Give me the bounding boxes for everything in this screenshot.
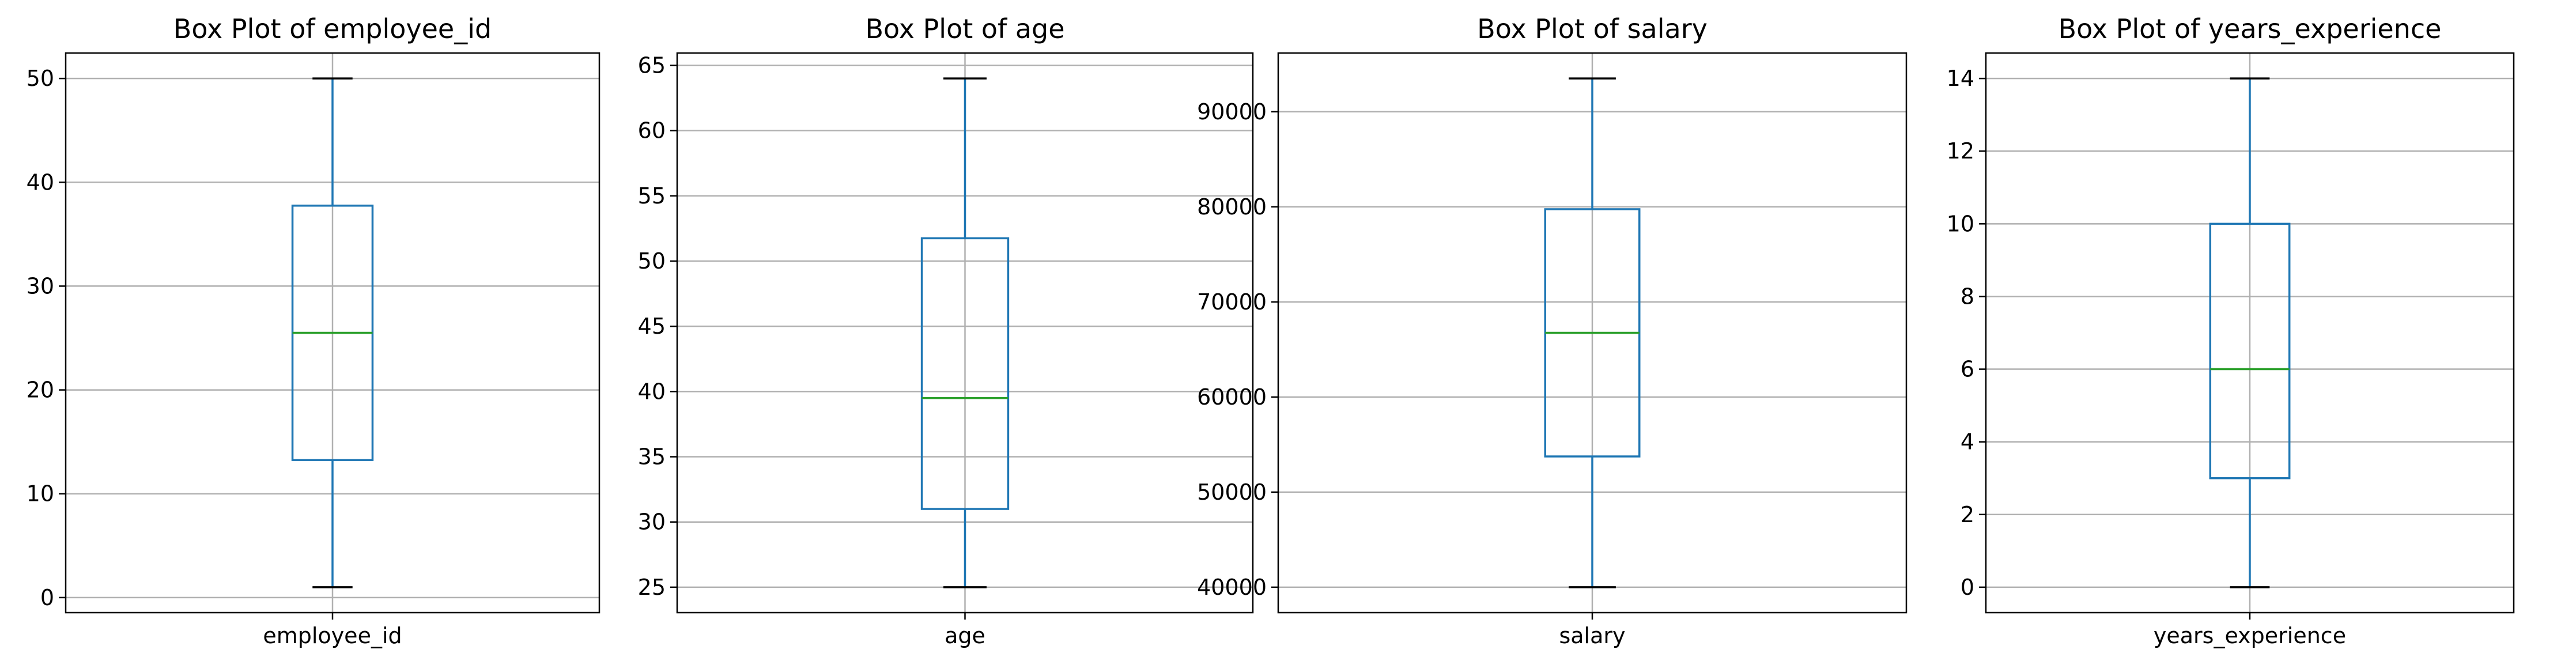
y-tick-label: 20 — [27, 377, 54, 403]
y-tick-label: 45 — [638, 314, 666, 339]
iqr-box — [2209, 222, 2291, 480]
y-tick-label: 35 — [638, 444, 666, 470]
y-tick-label: 70000 — [1197, 289, 1267, 315]
y-tick-label: 30 — [27, 273, 54, 299]
x-tick-label: years_experience — [2154, 623, 2346, 648]
subplot-1: 0 10 20 30 40 50 employee_id Box Plot of employ… — [27, 13, 600, 648]
y-tick-label: 50 — [638, 248, 666, 274]
y-tick-label: 90000 — [1197, 99, 1267, 124]
y-tick-label: 0 — [1961, 575, 1974, 600]
y-tick-label: 4 — [1961, 429, 1974, 455]
chart-title: Box Plot of age — [865, 13, 1064, 44]
chart-title: Box Plot of salary — [1477, 13, 1708, 44]
chart-title: Box Plot of employee_id — [173, 13, 492, 44]
y-tick-label: 60000 — [1197, 384, 1267, 410]
y-tick-label: 14 — [1947, 66, 1974, 91]
y-tick-label: 40000 — [1197, 575, 1267, 600]
x-tick-label: salary — [1559, 623, 1625, 648]
y-tick-label: 80000 — [1197, 194, 1267, 220]
iqr-box — [920, 237, 1010, 510]
y-tick-label: 8 — [1961, 284, 1974, 309]
y-tick-label: 6 — [1961, 357, 1974, 382]
y-tick-label: 25 — [638, 575, 666, 600]
y-tick-label: 40 — [638, 379, 666, 404]
subplot-3: 40000 50000 60000 70000 80000 90000 salary Box … — [1197, 13, 1908, 648]
y-tick-label: 65 — [638, 53, 666, 78]
y-tick-label: 30 — [638, 509, 666, 535]
y-tick-label: 60 — [638, 118, 666, 144]
y-tick-label: 55 — [638, 183, 666, 209]
y-tick-label: 2 — [1961, 502, 1974, 527]
y-tick-label: 10 — [27, 481, 54, 507]
y-tick-label: 12 — [1947, 138, 1974, 164]
chart-title: Box Plot of years_experience — [2058, 13, 2442, 44]
y-tick-label: 50000 — [1197, 480, 1267, 505]
x-tick-label: age — [945, 623, 985, 648]
y-tick-label: 50 — [27, 66, 54, 91]
subplot-4: 0 2 4 6 8 10 12 14 years_experience Box Plot of y… — [1947, 13, 2515, 648]
y-tick-label: 40 — [27, 169, 54, 195]
y-tick-label: 0 — [40, 585, 54, 610]
subplot-2: 25 30 35 40 45 50 55 60 65 age Box Plot of age — [638, 13, 1254, 648]
y-tick-label: 10 — [1947, 211, 1974, 236]
x-tick-label: employee_id — [263, 623, 402, 648]
